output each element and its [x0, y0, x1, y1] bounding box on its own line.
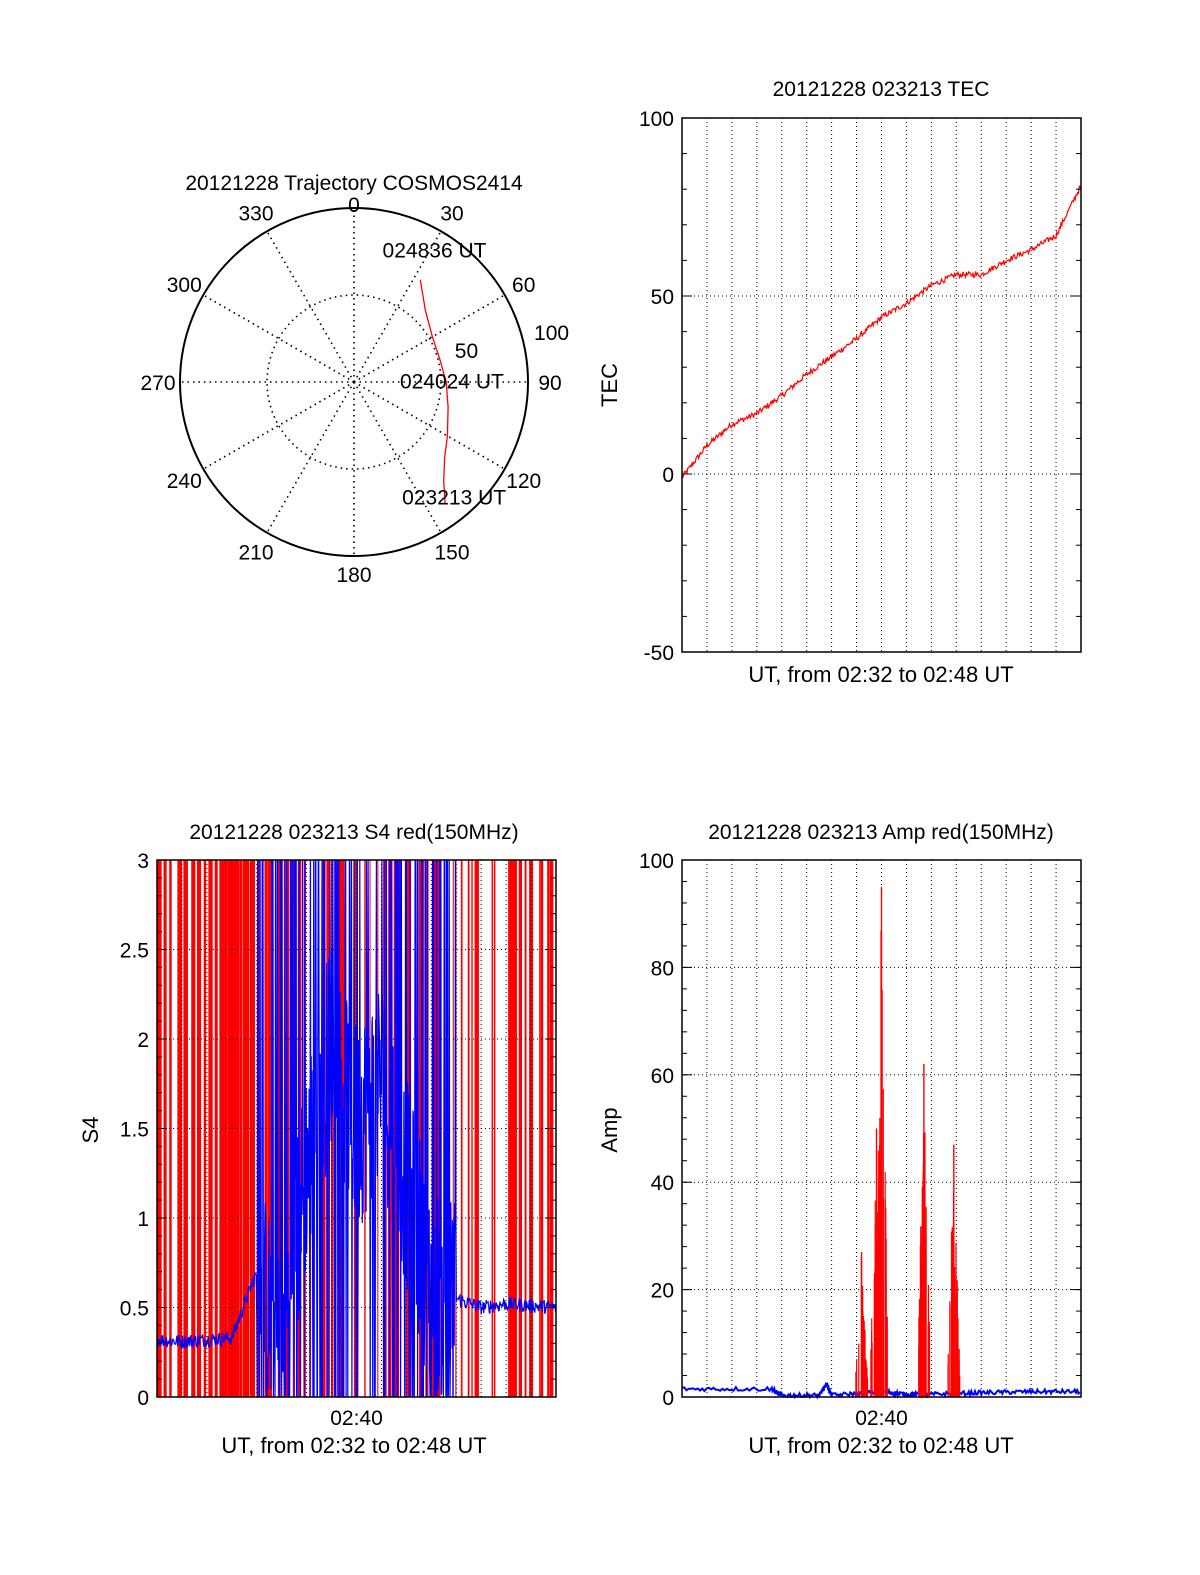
polar-azimuth-label: 300	[167, 274, 202, 297]
polar-time-annotation: 024836 UT	[383, 239, 487, 262]
s4-ytick-label: 3	[137, 850, 149, 873]
s4-ytick-label: 1.5	[120, 1119, 149, 1142]
amp-axes: 0 20 40 60 80 100 02:40	[639, 850, 1082, 1430]
s4-ytick-label: 2	[137, 1029, 149, 1052]
polar-spoke	[353, 230, 442, 383]
polar-spoke	[266, 230, 355, 383]
polar-time-annotation: 024024 UT	[400, 370, 504, 393]
tec-ytick-label: 50	[651, 286, 674, 309]
amp-xtick-label: 02:40	[855, 1407, 908, 1430]
polar-spoke	[353, 294, 506, 383]
polar-radial-label: 100	[534, 322, 569, 345]
s4-ytick-label: 2.5	[120, 940, 149, 963]
amp-ytick-label: 0	[662, 1387, 674, 1410]
polar-spoke	[202, 294, 355, 383]
tec-ylabel: TEC	[597, 363, 622, 407]
polar-azimuth-label: 210	[238, 542, 273, 565]
amp-frame	[681, 859, 1082, 1398]
s4-title: 20121228 023213 S4 red(150MHz)	[189, 821, 518, 844]
s4-xtick-label: 02:40	[330, 1407, 383, 1430]
amp-ytick-label: 100	[639, 850, 674, 873]
tec-axes: -50 0 50 100	[639, 108, 1082, 665]
polar-spoke	[202, 381, 355, 470]
polar-outer-circle	[179, 207, 529, 557]
amp-ytick-label: 80	[651, 957, 674, 980]
polar-azimuth-label: 240	[167, 470, 202, 493]
tec-frame	[681, 117, 1082, 653]
polar-time-annotation: 023213 UT	[402, 487, 506, 510]
s4-ytick-label: 1	[137, 1208, 149, 1231]
tec-panel: 20121228 023213 TEC -50 0 50 100 UT, from 0…	[597, 78, 1082, 687]
tec-ytick-label: 0	[662, 464, 674, 487]
polar-radial-label: 50	[455, 340, 478, 363]
s4-xlabel: UT, from 02:32 to 02:48 UT	[221, 1433, 486, 1458]
polar-azimuth-label: 90	[538, 372, 561, 395]
amp-panel: 20121228 023213 Amp red(150MHz) 0 20 40 60 8…	[597, 821, 1082, 1458]
polar-azimuth-label: 150	[434, 542, 469, 565]
polar-title: 20121228 Trajectory COSMOS2414	[185, 172, 523, 195]
polar-trajectory-panel: 20121228 Trajectory COSMOS2414 0 30 60 90 12…	[140, 172, 569, 587]
polar-spoke	[353, 381, 442, 534]
s4-frame	[156, 859, 557, 1398]
polar-grid	[179, 207, 529, 557]
amp-ytick-label: 20	[651, 1280, 674, 1303]
s4-panel: 20121228 023213 S4 red(150MHz) 0 0.5 1 1.5 2…	[78, 821, 557, 1458]
polar-spoke	[353, 381, 506, 470]
polar-azimuth-label: 120	[506, 470, 541, 493]
polar-trajectory-series	[419, 279, 449, 503]
polar-trajectory-line	[419, 279, 449, 503]
polar-spoke	[266, 381, 355, 534]
polar-azimuth-label: 0	[348, 194, 360, 217]
polar-azimuth-label: 180	[336, 564, 371, 587]
tec-series	[681, 184, 1082, 479]
polar-azimuth-label: 60	[512, 274, 535, 297]
amp-ytick-label: 60	[651, 1065, 674, 1088]
polar-labels: 0 30 60 90 120 150 180 210 240 270 300 330 50 100 0248…	[140, 194, 569, 587]
polar-azimuth-label: 330	[238, 202, 273, 225]
tec-ytick-label: 100	[639, 108, 674, 131]
tec-xlabel: UT, from 02:32 to 02:48 UT	[748, 662, 1013, 687]
polar-azimuth-label: 30	[440, 202, 463, 225]
polar-azimuth-label: 270	[140, 372, 175, 395]
amp-series	[681, 886, 1081, 1400]
s4-ytick-label: 0	[137, 1387, 149, 1410]
amp-ytick-label: 40	[651, 1172, 674, 1195]
s4-ytick-label: 0.5	[120, 1298, 149, 1321]
tec-line	[681, 184, 1082, 479]
tec-title: 20121228 023213 TEC	[773, 78, 990, 101]
tec-ytick-label: -50	[644, 642, 674, 665]
s4-axes: 0 0.5 1 1.5 2 2.5 3 02:40	[120, 850, 557, 1430]
amp-xlabel: UT, from 02:32 to 02:48 UT	[748, 1433, 1013, 1458]
amp-ylabel: Amp	[597, 1107, 622, 1152]
amp-title: 20121228 023213 Amp red(150MHz)	[708, 821, 1054, 844]
polar-inner-circle	[266, 294, 442, 470]
tec-grid	[682, 118, 1081, 652]
s4-grid	[157, 860, 556, 1397]
s4-ylabel: S4	[78, 1117, 103, 1144]
